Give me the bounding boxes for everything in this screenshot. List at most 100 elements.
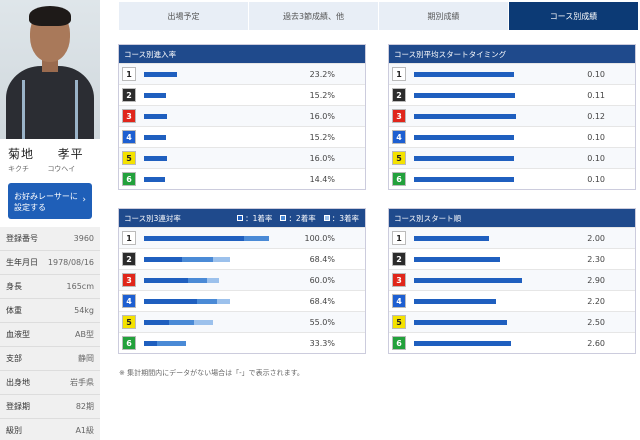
legend-third: ：3着率	[323, 213, 359, 224]
profile-info-list: 登録番号 3960 生年月日 1978/08/16 身長 165cm 体重 54kg 血液型 AB…	[0, 227, 100, 440]
racer-name-box: 菊地 孝平 キクチ コウヘイ	[0, 139, 100, 183]
chevron-right-icon: ›	[82, 195, 86, 205]
lane-badge: 6	[392, 172, 406, 186]
lane-badge: 4	[392, 294, 406, 308]
profile-info-row: 生年月日 1978/08/16	[0, 251, 100, 275]
profile-info-row: 出身地 岩手県	[0, 371, 100, 395]
kana-family: キクチ	[8, 165, 29, 173]
value-label: 23.2%	[309, 69, 335, 79]
bar-area	[414, 249, 574, 269]
course-row: 4 68.4%	[119, 290, 365, 311]
value-label: 2.20	[587, 296, 605, 306]
lane-badge: 1	[122, 67, 136, 81]
info-label: 出身地	[6, 378, 30, 387]
bar-second	[169, 320, 194, 325]
racer-photo	[0, 0, 100, 139]
bar-area	[414, 148, 574, 168]
lane-badge: 6	[122, 172, 136, 186]
course-row: 1 0.10	[389, 63, 635, 84]
value-label: 15.2%	[309, 90, 335, 100]
profile-info-row: 血液型 AB型	[0, 323, 100, 347]
bar-area	[144, 291, 304, 311]
value-label: 2.00	[587, 233, 605, 243]
value-label: 15.2%	[309, 132, 335, 142]
bar-first	[144, 341, 157, 346]
course-row: 3 2.90	[389, 269, 635, 290]
legend-second: ：2着率	[280, 213, 316, 224]
course-row: 6 33.3%	[119, 332, 365, 353]
value-label: 0.10	[587, 153, 605, 163]
bar-area	[144, 64, 304, 84]
legend-first: ：1着率	[237, 213, 272, 224]
lane-badge: 5	[122, 151, 136, 165]
bar-second	[244, 236, 269, 241]
bar-area	[414, 333, 574, 353]
info-label: 級別	[6, 426, 22, 435]
bar-first	[144, 236, 244, 241]
bar-first	[144, 257, 182, 262]
info-value: AB型	[75, 330, 94, 339]
fav-button-line1: お好みレーサーに	[14, 192, 78, 201]
bar-third	[206, 278, 219, 283]
value-label: 16.0%	[309, 153, 335, 163]
bar-area	[144, 85, 304, 105]
bar-area	[144, 228, 304, 248]
bar	[144, 93, 166, 98]
panel-title: コース別平均スタートタイミング	[389, 45, 635, 63]
lane-badge: 2	[122, 88, 136, 102]
bar	[144, 135, 166, 140]
bar-area	[414, 64, 574, 84]
bar-third	[194, 320, 213, 325]
value-label: 2.60	[587, 338, 605, 348]
lane-badge: 6	[122, 336, 136, 350]
info-label: 体重	[6, 306, 22, 315]
course-row: 5 0.10	[389, 147, 635, 168]
value-label: 55.0%	[309, 317, 335, 327]
panel-title: コース別3連対率	[124, 213, 181, 223]
lane-badge: 4	[122, 294, 136, 308]
bar-area	[144, 169, 304, 189]
profile-info-row: 級別 A1級	[0, 419, 100, 440]
racer-profile: 菊地 孝平 キクチ コウヘイ お好みレーサーに 設定する › 登録番号 3960 生…	[0, 0, 100, 440]
name-given: 孝平	[57, 147, 84, 161]
info-label: 登録番号	[6, 234, 38, 243]
bar-first	[144, 320, 169, 325]
course-row: 4 0.10	[389, 126, 635, 147]
value-label: 60.0%	[309, 275, 335, 285]
value-label: 100.0%	[304, 233, 335, 243]
course-row: 2 0.11	[389, 84, 635, 105]
tab-recent-results[interactable]: 過去3節成績、他	[249, 2, 379, 30]
panel-start-timing: コース別平均スタートタイミング 1 0.10 2 0.11 3 0.12 4 0.10 5 0.1…	[388, 44, 636, 190]
profile-info-row: 支部 静岡	[0, 347, 100, 371]
bar-area	[414, 127, 574, 147]
fav-button-line2: 設定する	[14, 203, 46, 212]
bar	[414, 320, 508, 325]
bar-area	[144, 312, 304, 332]
bar	[414, 278, 523, 283]
info-value: 54kg	[74, 306, 94, 315]
info-value: 1978/08/16	[47, 258, 94, 267]
course-row: 5 2.50	[389, 311, 635, 332]
panel-title: コース別スタート順	[389, 209, 635, 227]
course-row: 1 23.2%	[119, 63, 365, 84]
course-row: 1 100.0%	[119, 227, 365, 248]
set-favorite-racer-button[interactable]: お好みレーサーに 設定する ›	[8, 183, 92, 219]
tab-course-results[interactable]: コース別成績	[509, 2, 639, 30]
bar-second	[187, 278, 207, 283]
bar-area	[144, 333, 304, 353]
tab-upcoming-races[interactable]: 出場予定	[119, 2, 249, 30]
bar-first	[144, 299, 197, 304]
lane-badge: 5	[392, 315, 406, 329]
panel-top3-rate: コース別3連対率 ：1着率 ：2着率 ：3着率 1 100.0% 2 68.4% 3 60…	[118, 208, 366, 354]
bar-area	[144, 127, 304, 147]
lane-badge: 2	[392, 88, 406, 102]
info-label: 血液型	[6, 330, 30, 339]
bar	[414, 299, 497, 304]
bar-second	[181, 257, 213, 262]
value-label: 33.3%	[309, 338, 335, 348]
bar-third	[216, 299, 230, 304]
bar	[144, 72, 178, 77]
tab-period-results[interactable]: 期別成績	[379, 2, 509, 30]
course-row: 5 16.0%	[119, 147, 365, 168]
bar	[414, 72, 514, 77]
